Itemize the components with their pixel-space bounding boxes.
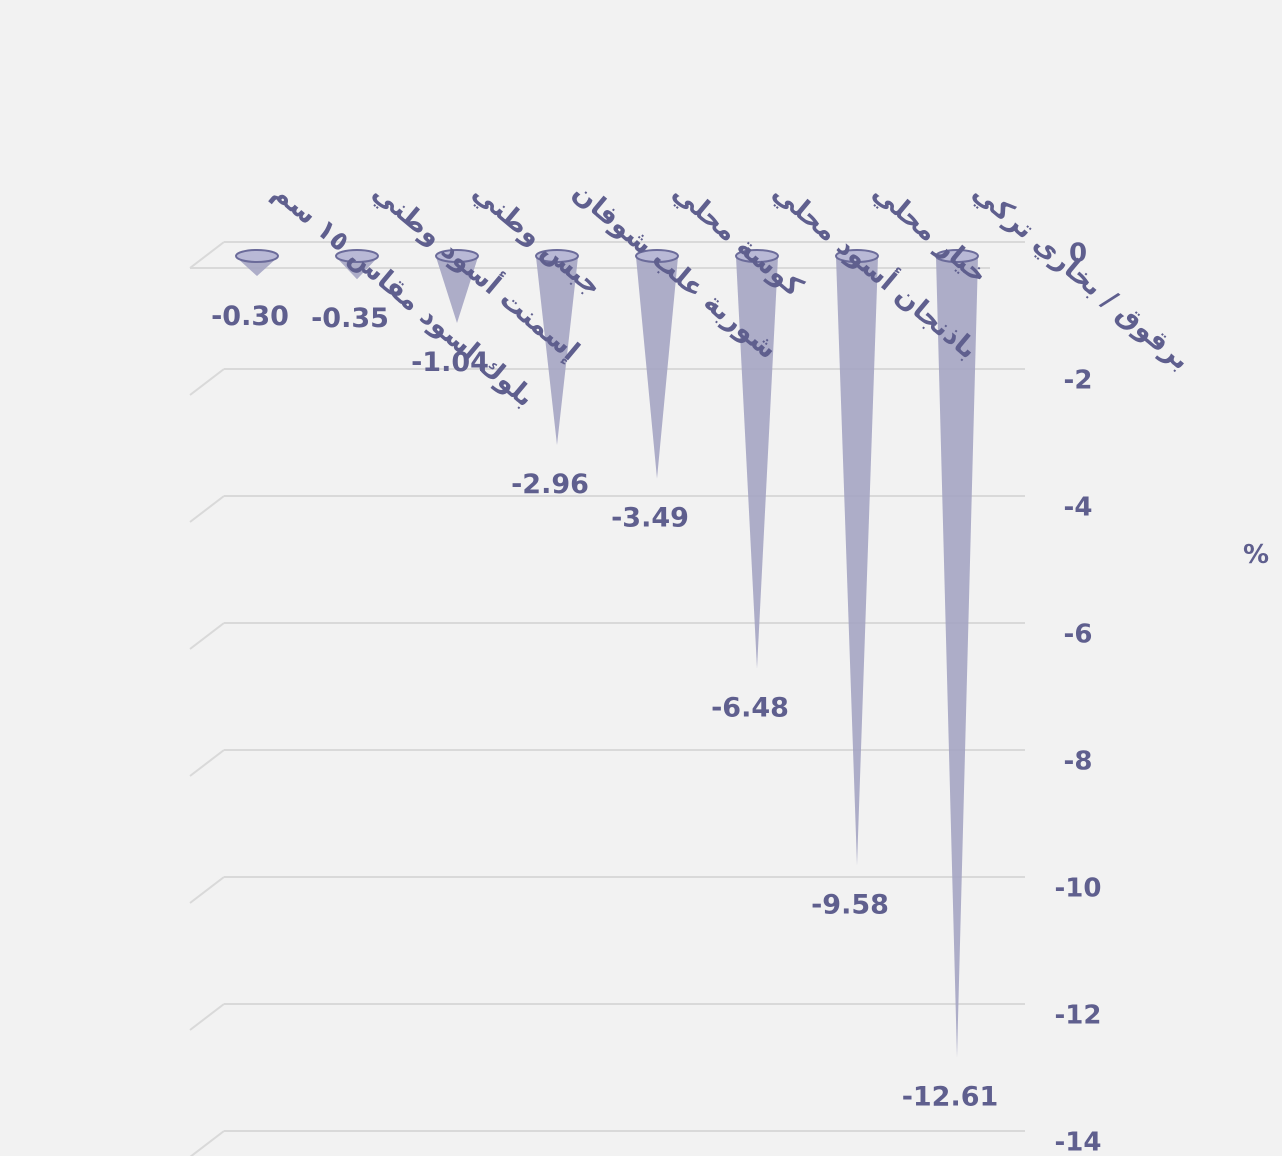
y-tick-label: -6 — [1064, 620, 1093, 650]
data-label: -3.49 — [611, 503, 689, 534]
cone-top — [535, 249, 579, 263]
cone-bar — [435, 249, 479, 324]
y-tick-label: -10 — [1055, 874, 1102, 904]
cone-bar — [835, 249, 879, 866]
labels: 0 -2 -4 -6 -8 -10 -12 -14 -12.61 برقوق / بخاري تر… — [211, 174, 1196, 1156]
y-tick-label: -14 — [1055, 1128, 1102, 1156]
y-tick-label: 0 — [1069, 239, 1087, 269]
gridline-side — [189, 1003, 225, 1031]
cones — [235, 249, 979, 1058]
gridline-side — [189, 622, 225, 650]
data-label: -12.61 — [902, 1082, 999, 1113]
cone-top — [435, 249, 479, 263]
cone-body — [736, 257, 778, 669]
data-label: -9.58 — [811, 889, 889, 920]
gridline-side — [189, 1130, 225, 1156]
gridline-side — [189, 749, 225, 777]
cone-body — [936, 257, 978, 1058]
y-tick-label: -4 — [1064, 493, 1093, 523]
y-tick-label: -8 — [1064, 747, 1093, 777]
cone-bar — [335, 249, 379, 280]
cone-bar — [935, 249, 979, 1058]
gridline-5 — [189, 876, 1025, 904]
unit-label: % — [1243, 540, 1269, 570]
y-tick-label: -12 — [1055, 1001, 1102, 1031]
gridline-side — [189, 495, 225, 523]
cone-bar — [235, 249, 279, 277]
cone-bar — [535, 249, 579, 445]
cone-top — [235, 249, 279, 263]
gridline-4 — [189, 749, 1025, 777]
gridline-side — [189, 368, 225, 396]
cone-top — [735, 249, 779, 263]
cone-body — [536, 257, 578, 445]
gridlines — [189, 241, 1025, 1156]
gridline-6 — [189, 1003, 1025, 1031]
cone-top — [935, 249, 979, 263]
data-label: -1.04 — [411, 347, 489, 378]
cone-body — [336, 257, 378, 280]
gridline-side — [189, 876, 225, 904]
gridline-2 — [189, 495, 1025, 523]
gridline-7 — [189, 1130, 1025, 1156]
category-label: برقوق / بخاري تركي — [967, 177, 1197, 377]
cone-top — [635, 249, 679, 263]
cone-bar — [635, 249, 679, 479]
cone-top — [835, 249, 879, 263]
cone-body — [836, 257, 878, 866]
gridline-0 — [189, 241, 1025, 269]
gridline-1 — [189, 368, 1025, 396]
gridline-3 — [189, 622, 1025, 650]
data-label: -0.30 — [211, 301, 289, 332]
cone-body — [436, 257, 478, 324]
cone-body — [636, 257, 678, 479]
gridline-side — [189, 241, 225, 269]
cone-top — [335, 249, 379, 263]
cone-bar — [735, 249, 779, 669]
data-label: -0.35 — [311, 303, 389, 334]
data-label: -2.96 — [511, 469, 589, 500]
data-label: -6.48 — [711, 692, 789, 723]
y-tick-label: -2 — [1064, 366, 1093, 396]
